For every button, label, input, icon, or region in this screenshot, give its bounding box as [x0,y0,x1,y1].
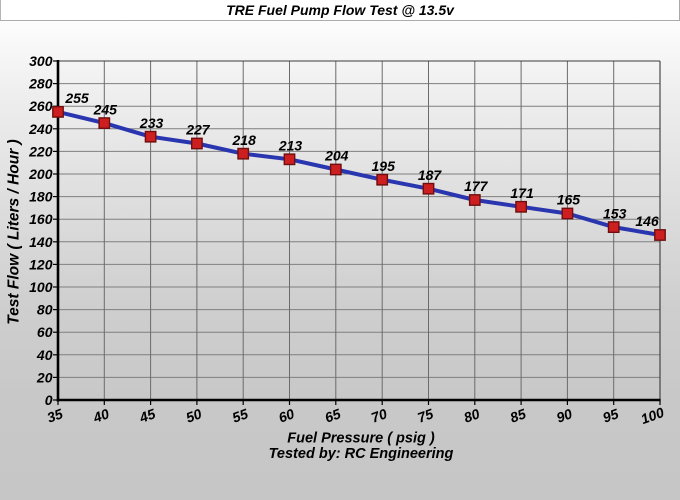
svg-text:60: 60 [37,324,53,340]
svg-text:Fuel Pressure ( psig ): Fuel Pressure ( psig ) [287,431,435,447]
svg-text:90: 90 [554,405,574,425]
svg-text:153: 153 [603,205,627,221]
svg-text:300: 300 [29,53,53,69]
svg-text:120: 120 [29,256,53,272]
svg-text:280: 280 [28,76,53,92]
svg-text:45: 45 [136,405,157,426]
svg-text:80: 80 [37,302,53,318]
svg-text:0: 0 [45,392,53,408]
svg-text:140: 140 [29,234,53,250]
svg-text:233: 233 [139,115,164,131]
svg-text:187: 187 [418,167,443,183]
svg-text:20: 20 [36,369,53,385]
svg-text:50: 50 [184,405,204,425]
svg-text:260: 260 [28,98,53,114]
svg-text:35: 35 [45,405,65,425]
svg-text:40: 40 [36,347,53,363]
svg-text:100: 100 [29,279,53,295]
svg-text:60: 60 [276,405,296,425]
svg-text:200: 200 [28,166,53,182]
svg-text:95: 95 [600,405,620,425]
svg-text:255: 255 [64,90,89,106]
svg-text:227: 227 [185,122,211,138]
svg-text:55: 55 [230,405,250,425]
svg-text:218: 218 [232,132,257,148]
svg-text:Test Flow ( Liters / Hour ): Test Flow ( Liters / Hour ) [6,139,23,324]
svg-text:Tested by: RC Engineering: Tested by: RC Engineering [269,446,454,462]
svg-text:146: 146 [635,213,659,229]
svg-text:70: 70 [369,405,389,425]
svg-text:100: 100 [639,404,667,427]
svg-text:195: 195 [372,158,396,174]
svg-text:177: 177 [464,178,489,194]
svg-text:160: 160 [29,211,53,227]
svg-text:40: 40 [90,405,111,426]
svg-text:165: 165 [557,192,581,208]
svg-text:240: 240 [28,121,53,137]
svg-text:171: 171 [510,185,534,201]
svg-text:75: 75 [415,405,435,425]
svg-text:180: 180 [29,189,53,205]
svg-text:220: 220 [28,143,53,159]
svg-text:65: 65 [323,405,343,425]
svg-text:213: 213 [278,138,303,154]
svg-text:85: 85 [508,405,528,425]
svg-text:204: 204 [324,148,349,164]
svg-text:245: 245 [93,101,118,117]
svg-text:80: 80 [462,405,482,425]
